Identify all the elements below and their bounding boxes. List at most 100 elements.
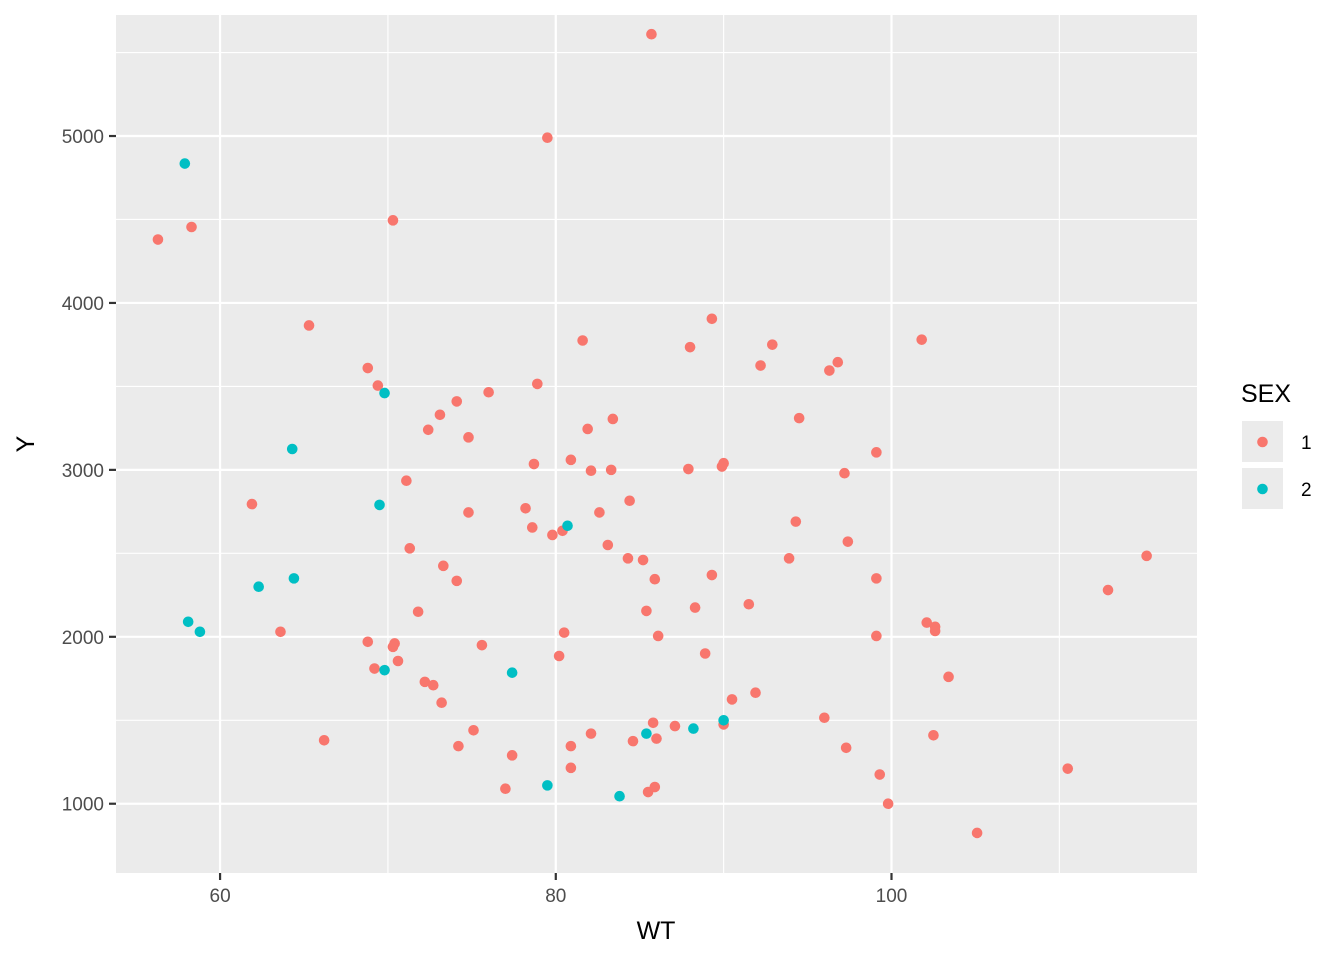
data-point-sex-1 (463, 507, 474, 518)
data-point-sex-1 (646, 28, 657, 40)
data-point-sex-1 (436, 697, 447, 709)
x-tick-label: 60 (210, 886, 231, 907)
data-points (152, 28, 1152, 839)
data-point-sex-1 (622, 553, 634, 564)
data-point-sex-2 (374, 499, 385, 511)
data-point-sex-2 (182, 616, 194, 628)
data-point-sex-1 (832, 356, 844, 368)
data-point-sex-1 (706, 569, 718, 581)
data-point-sex-1 (362, 636, 374, 648)
data-point-sex-1 (819, 712, 830, 724)
data-point-sex-1 (520, 502, 531, 514)
data-point-sex-1 (605, 464, 617, 476)
data-point-sex-1 (318, 734, 330, 746)
data-point-sex-1 (916, 334, 928, 345)
data-point-sex-1 (689, 602, 701, 613)
y-axis-title: Y (12, 435, 40, 452)
data-point-sex-2 (379, 387, 390, 399)
data-point-sex-1 (1141, 550, 1152, 562)
data-point-sex-1 (186, 221, 197, 233)
data-point-sex-1 (928, 729, 939, 741)
data-point-sex-1 (401, 475, 412, 487)
data-point-sex-1 (404, 543, 416, 554)
data-point-sex-1 (476, 639, 488, 651)
data-point-sex-1 (419, 676, 431, 688)
data-point-sex-2 (288, 573, 300, 584)
data-point-sex-1 (392, 655, 404, 667)
data-point-sex-1 (602, 539, 614, 551)
data-point-sex-1 (528, 458, 540, 470)
data-point-sex-1 (468, 724, 479, 736)
y-tick-label: 5000 (62, 127, 104, 148)
data-point-sex-1 (971, 827, 983, 839)
data-point-sex-2 (253, 581, 264, 593)
data-point-sex-1 (607, 413, 619, 425)
data-point-sex-1 (389, 638, 400, 649)
data-point-sex-1 (871, 447, 882, 458)
data-point-sex-1 (882, 798, 894, 810)
x-axis-title: WT (637, 917, 676, 945)
data-point-sex-2 (286, 443, 298, 455)
x-tick-label: 80 (545, 886, 566, 907)
data-point-sex-1 (871, 573, 882, 584)
data-point-sex-1 (750, 687, 761, 699)
legend-marker-1 (1257, 436, 1268, 448)
data-point-sex-1 (871, 630, 882, 642)
data-point-sex-1 (453, 740, 464, 752)
data-point-sex-1 (649, 573, 661, 585)
y-tick-label: 4000 (62, 294, 104, 315)
data-point-sex-1 (842, 536, 854, 547)
data-point-sex-1 (553, 650, 565, 662)
data-point-sex-1 (767, 339, 778, 350)
y-axis-ticks: 1000 2000 3000 4000 5000 (62, 127, 116, 816)
data-point-sex-1 (874, 769, 886, 780)
data-point-sex-1 (1062, 763, 1074, 774)
data-point-sex-2 (194, 626, 206, 638)
y-tick-label: 1000 (62, 795, 104, 816)
data-point-sex-1 (451, 575, 463, 587)
legend-label-2: 2 (1301, 480, 1312, 501)
data-point-sex-1 (558, 627, 570, 638)
data-point-sex-2 (718, 714, 729, 726)
data-point-sex-1 (434, 409, 446, 421)
data-point-sex-1 (699, 648, 711, 659)
data-point-sex-1 (463, 432, 474, 443)
legend-label-1: 1 (1301, 433, 1312, 454)
data-point-sex-2 (562, 520, 573, 532)
data-point-sex-1 (542, 132, 553, 143)
data-point-sex-1 (594, 507, 605, 518)
data-point-sex-1 (303, 320, 315, 331)
data-point-sex-1 (652, 630, 664, 642)
data-point-sex-1 (669, 720, 681, 732)
data-point-sex-1 (506, 750, 518, 761)
x-axis-ticks: 60 80 100 (210, 873, 908, 907)
data-point-sex-1 (246, 498, 258, 510)
data-point-sex-1 (684, 341, 696, 353)
data-point-sex-1 (275, 626, 286, 638)
data-point-sex-1 (532, 378, 543, 390)
plot-panel (116, 15, 1197, 873)
data-point-sex-1 (943, 671, 954, 683)
data-point-sex-1 (451, 396, 463, 407)
data-point-sex-1 (929, 625, 941, 637)
data-point-sex-1 (152, 234, 164, 245)
data-point-sex-1 (641, 605, 652, 617)
data-point-sex-1 (793, 412, 805, 424)
data-point-sex-1 (412, 606, 424, 618)
data-point-sex-1 (577, 335, 588, 346)
data-point-sex-1 (500, 783, 511, 795)
data-point-sex-1 (362, 362, 374, 374)
x-tick-label: 100 (876, 886, 908, 907)
data-point-sex-1 (743, 598, 755, 610)
data-point-sex-1 (526, 522, 538, 533)
data-point-sex-1 (627, 735, 639, 747)
data-point-sex-1 (649, 781, 661, 793)
data-point-sex-1 (651, 733, 662, 744)
data-point-sex-1 (372, 380, 384, 391)
legend-title: SEX (1241, 380, 1291, 408)
data-point-sex-1 (438, 560, 449, 572)
data-point-sex-1 (726, 694, 738, 705)
data-point-sex-1 (483, 386, 494, 398)
data-point-sex-1 (790, 516, 802, 527)
